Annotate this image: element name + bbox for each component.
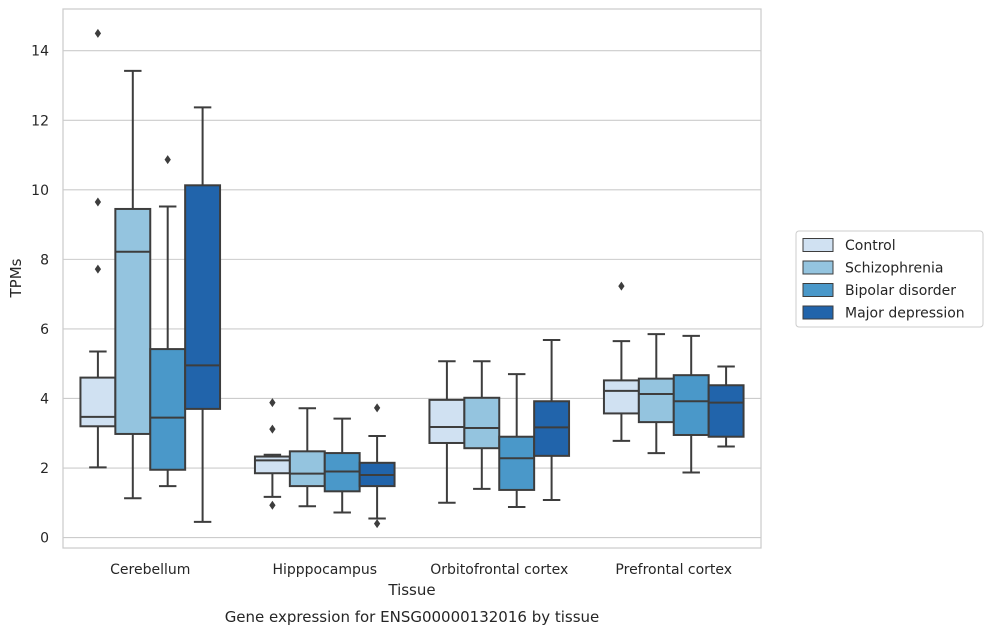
box-3-3 xyxy=(707,365,745,448)
box-0-1 xyxy=(114,69,152,500)
outlier-point xyxy=(94,264,102,274)
box-1-3 xyxy=(358,403,396,529)
box-3-1 xyxy=(637,333,675,455)
y-tick-label: 4 xyxy=(40,391,49,407)
y-tick-label: 2 xyxy=(40,461,49,477)
outlier-point xyxy=(269,500,276,510)
boxes xyxy=(79,28,745,529)
box-body xyxy=(149,348,187,471)
box-1-2 xyxy=(323,417,361,514)
box-body xyxy=(707,384,745,438)
y-tick-label: 12 xyxy=(31,113,49,129)
gridlines xyxy=(63,50,761,539)
x-tick-label: Prefrontal cortex xyxy=(615,562,732,578)
legend-label: Major depression xyxy=(845,306,965,322)
y-tick-label: 8 xyxy=(40,252,49,268)
y-tick-label: 14 xyxy=(31,44,49,60)
box-body xyxy=(79,376,117,428)
y-tick-label: 10 xyxy=(31,183,49,199)
box-body xyxy=(602,379,640,415)
figure-caption: Gene expression for ENSG00000132016 by t… xyxy=(225,608,600,626)
outlier-point xyxy=(373,519,381,529)
legend-frame xyxy=(795,230,984,328)
box-body xyxy=(428,398,466,444)
x-tick-label: Orbitofrontal cortex xyxy=(430,562,568,578)
x-tick-label: Cerebellum xyxy=(110,562,190,578)
box-body xyxy=(288,450,326,488)
x-tick-labels: Cerebellum Hipppocampus Orbitofrontal cort… xyxy=(110,562,732,578)
box-0-0 xyxy=(79,28,117,469)
box-2-0 xyxy=(428,360,466,504)
legend-label: Bipolar disorder xyxy=(845,283,956,299)
box-body xyxy=(253,455,291,475)
outlier-point xyxy=(269,424,276,434)
box-body xyxy=(672,374,710,436)
legend-swatch xyxy=(802,260,834,275)
legend-swatch xyxy=(802,305,834,320)
y-tick-label: 6 xyxy=(40,322,49,338)
outlier-point xyxy=(618,281,625,291)
box-body xyxy=(533,400,571,457)
box-body xyxy=(498,435,536,491)
box-0-3 xyxy=(184,106,222,523)
legend-label: Schizophrenia xyxy=(845,261,943,277)
box-1-1 xyxy=(288,407,326,508)
legend-swatch xyxy=(802,283,834,297)
box-2-1 xyxy=(463,360,501,490)
box-3-2 xyxy=(672,334,710,474)
legend-label: Control xyxy=(845,238,896,254)
box-2-2 xyxy=(498,373,536,508)
outlier-point xyxy=(94,197,102,207)
y-tick-label: 0 xyxy=(40,531,49,547)
x-axis-label: Tissue xyxy=(387,581,435,599)
y-tick-labels: 0 2 4 6 8 10 12 14 xyxy=(31,44,49,547)
box-0-2 xyxy=(149,155,187,488)
y-axis-label: TPMs xyxy=(7,258,25,298)
legend-swatch xyxy=(802,238,834,252)
plot-frame xyxy=(62,8,762,549)
box-2-3 xyxy=(533,339,571,502)
box-body xyxy=(637,377,675,424)
legend: Control Schizophrenia Bipolar disorder Majo… xyxy=(795,230,984,328)
box-1-0 xyxy=(253,398,291,510)
box-body xyxy=(184,184,222,410)
x-tick-label: Hipppocampus xyxy=(272,562,377,578)
outlier-point xyxy=(94,28,102,38)
outlier-point xyxy=(269,398,276,408)
box-body xyxy=(463,396,501,450)
outlier-point xyxy=(164,155,171,165)
outlier-point xyxy=(373,403,381,413)
box-body xyxy=(114,207,152,435)
